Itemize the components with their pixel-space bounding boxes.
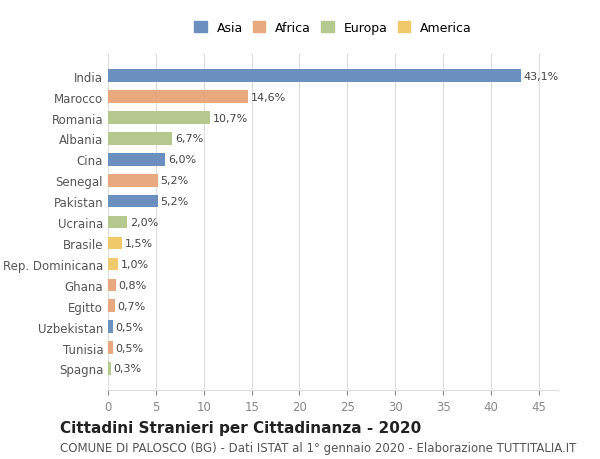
Text: 0,8%: 0,8% <box>119 280 147 290</box>
Bar <box>108 341 113 354</box>
Bar <box>108 196 158 208</box>
Bar <box>108 174 158 187</box>
Text: 1,0%: 1,0% <box>121 259 149 269</box>
Bar <box>108 237 122 250</box>
Legend: Asia, Africa, Europa, America: Asia, Africa, Europa, America <box>190 18 476 38</box>
Bar <box>108 154 166 166</box>
Bar <box>108 363 111 375</box>
Text: 10,7%: 10,7% <box>214 113 248 123</box>
Text: 5,2%: 5,2% <box>161 197 189 207</box>
Bar <box>108 70 521 83</box>
Bar <box>108 216 127 229</box>
Bar <box>108 91 248 104</box>
Bar <box>108 300 115 312</box>
Text: 43,1%: 43,1% <box>524 72 559 82</box>
Text: 6,0%: 6,0% <box>169 155 196 165</box>
Text: Cittadini Stranieri per Cittadinanza - 2020: Cittadini Stranieri per Cittadinanza - 2… <box>60 420 421 435</box>
Bar <box>108 279 116 291</box>
Text: 1,5%: 1,5% <box>125 239 154 248</box>
Bar <box>108 258 118 271</box>
Text: 6,7%: 6,7% <box>175 134 203 144</box>
Text: 14,6%: 14,6% <box>251 92 286 102</box>
Text: 0,7%: 0,7% <box>118 301 146 311</box>
Text: 0,5%: 0,5% <box>116 322 144 332</box>
Text: 5,2%: 5,2% <box>161 176 189 186</box>
Bar <box>108 112 211 124</box>
Text: 2,0%: 2,0% <box>130 218 158 228</box>
Bar <box>108 321 113 333</box>
Text: 0,5%: 0,5% <box>116 343 144 353</box>
Text: 0,3%: 0,3% <box>114 364 142 374</box>
Text: COMUNE DI PALOSCO (BG) - Dati ISTAT al 1° gennaio 2020 - Elaborazione TUTTITALIA: COMUNE DI PALOSCO (BG) - Dati ISTAT al 1… <box>60 441 577 453</box>
Bar <box>108 133 172 146</box>
